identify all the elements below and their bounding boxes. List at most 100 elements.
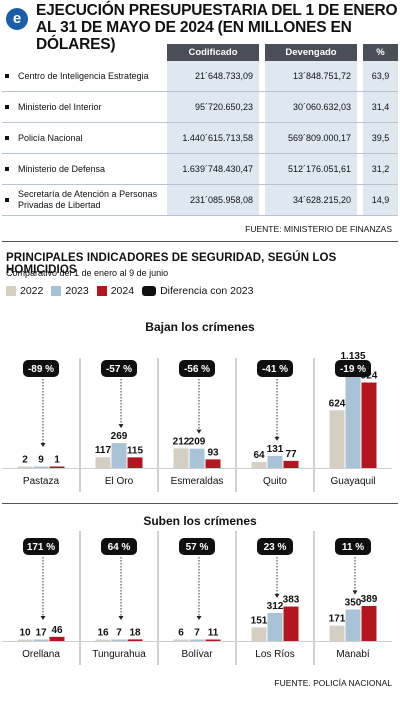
arrow-icon [196,429,202,434]
bar-2022-orellana [17,639,33,641]
difference-label: 57 % [186,542,209,553]
bar-2024-orellana [49,636,65,641]
category-label: Quito [263,476,287,487]
table-row: Ministerio del Interior 95´720.650,23 30… [2,91,398,123]
data-label: 312 [267,601,284,612]
data-label: 209 [189,437,206,448]
row-name: Secretaría de Atención a Personas Privad… [2,184,167,216]
data-label: 389 [361,594,378,605]
bar-2024-los-ríos [283,606,299,641]
data-label: 350 [345,598,362,609]
row-devengado: 569´809.000,17 [265,122,357,154]
legend-swatch [96,286,107,296]
bar-2023-bolívar [189,639,205,641]
difference-badge [257,360,293,377]
row-pct: 14,9 [363,184,398,216]
data-label: 1.135 [340,351,365,362]
divider [2,503,398,504]
arrow-icon [274,593,280,598]
difference-badge [179,538,215,555]
bar-2024-pastaza [49,466,65,468]
data-label: 9 [38,455,44,466]
bar-2023-guayaquil [345,363,361,468]
bar-2023-quito [267,455,283,468]
table-row: Secretaría de Atención a Personas Privad… [2,184,398,216]
arrow-icon [118,424,124,429]
bar-2022-tungurahua [95,639,111,641]
data-label: 1 [54,455,60,466]
table-row: Centro de Inteligencia Estrategia 21´648… [2,61,398,92]
bar-2022-pastaza [17,466,33,468]
data-label: 17 [35,627,47,638]
arrow-icon [196,616,202,620]
bar-2023-orellana [33,639,49,641]
bar-2022-el-oro [95,457,111,468]
row-name: Centro de Inteligencia Estrategia [2,61,167,92]
arrow-icon [274,436,280,441]
bar-2024-el-oro [127,457,143,468]
row-name: Ministerio de Defensa [2,153,167,185]
section-down-title: Bajan los crímenes [145,320,255,334]
bar-2022-quito [251,462,267,468]
data-label: 7 [194,628,200,639]
data-label: 171 [329,614,346,625]
data-label: 10 [19,628,31,639]
data-label: 383 [283,595,300,606]
legend: 2022 2023 2024 Diferencia con 2023 [6,285,261,297]
difference-label: -89 % [28,364,54,375]
data-label: 18 [129,627,141,638]
row-name: Ministerio del Interior [2,91,167,123]
arrow-icon [118,616,124,620]
section-up-title: Suben los crímenes [143,514,257,528]
row-codificado: 1.639´748.430,47 [167,153,259,185]
category-label: Tungurahua [92,649,146,660]
difference-badge [335,360,371,377]
legend-item-2023: 2023 [51,285,89,297]
difference-badge [179,360,215,377]
data-label: 64 [253,450,265,461]
arrow-icon [40,443,46,447]
category-label: Guayaquil [330,476,375,487]
row-pct: 31,2 [363,153,398,185]
legend-label: Diferencia con 2023 [160,285,254,297]
bar-2022-guayaquil [329,410,345,468]
bar-2023-pastaza [33,466,49,468]
difference-label: 23 % [264,542,287,553]
row-pct: 39,5 [363,122,398,154]
bar-2024-esmeraldas [205,459,221,468]
difference-badge [257,538,293,555]
row-codificado: 231´085.958,08 [167,184,259,216]
data-label: 7 [116,628,122,639]
category-label: Los Ríos [255,649,294,660]
difference-label: 171 % [27,542,55,553]
difference-badge [101,538,137,555]
table-row: Ministerio de Defensa 1.639´748.430,47 5… [2,153,398,185]
data-label: 131 [267,444,284,455]
data-label: 16 [97,628,109,639]
difference-label: 64 % [108,542,131,553]
row-pct: 31,4 [363,91,398,123]
data-label: 117 [95,445,112,456]
bar-2023-manabí [345,609,361,641]
legend-swatch [51,286,62,296]
data-label: 6 [178,628,184,639]
legend-item-diff: Diferencia con 2023 [142,285,253,297]
row-devengado: 34´628.215,20 [265,184,357,216]
row-name: Policía Nacional [2,122,167,154]
data-label: 212 [173,436,190,447]
category-label: El Oro [105,476,134,487]
difference-badge [335,538,371,555]
indicators-title: PRINCIPALES INDICADORES DE SEGURIDAD, SE… [6,252,337,276]
bar-2023-tungurahua [111,639,127,641]
difference-badge [23,360,59,377]
legend-item-2024: 2024 [96,285,134,297]
bar-2022-manabí [329,625,345,641]
data-label: 624 [329,398,346,409]
bar-2024-bolívar [205,639,221,641]
category-label: Manabí [336,649,370,660]
bar-2022-los-ríos [251,627,267,641]
legend-label: 2023 [65,285,89,297]
legend-item-2022: 2022 [6,285,43,297]
data-label: 2 [22,455,28,466]
